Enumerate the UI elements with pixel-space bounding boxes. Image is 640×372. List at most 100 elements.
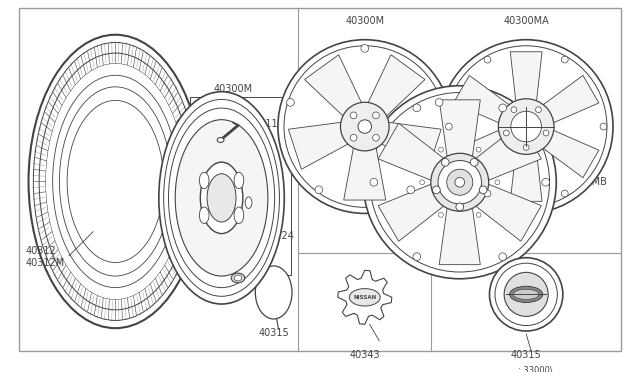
- Polygon shape: [454, 76, 509, 123]
- Ellipse shape: [561, 56, 568, 63]
- Polygon shape: [378, 184, 444, 241]
- Ellipse shape: [420, 180, 424, 185]
- Ellipse shape: [442, 158, 449, 166]
- Ellipse shape: [413, 104, 420, 112]
- Ellipse shape: [159, 92, 284, 304]
- Ellipse shape: [499, 253, 507, 260]
- Ellipse shape: [439, 40, 613, 214]
- Polygon shape: [381, 122, 441, 169]
- Polygon shape: [510, 152, 542, 201]
- Polygon shape: [476, 123, 541, 180]
- Ellipse shape: [361, 45, 369, 52]
- Ellipse shape: [479, 186, 487, 194]
- Ellipse shape: [561, 190, 568, 197]
- Text: 40300M: 40300M: [345, 16, 385, 26]
- Polygon shape: [476, 184, 541, 241]
- Ellipse shape: [445, 46, 607, 207]
- Ellipse shape: [372, 134, 380, 141]
- Ellipse shape: [435, 99, 443, 106]
- Polygon shape: [378, 123, 444, 180]
- Ellipse shape: [234, 172, 244, 189]
- Ellipse shape: [438, 161, 481, 204]
- Text: 40224: 40224: [264, 231, 295, 241]
- Ellipse shape: [504, 130, 509, 136]
- Polygon shape: [338, 270, 392, 324]
- Ellipse shape: [200, 162, 243, 234]
- Ellipse shape: [455, 177, 465, 187]
- Ellipse shape: [511, 107, 516, 113]
- Ellipse shape: [255, 266, 292, 319]
- Ellipse shape: [433, 186, 440, 194]
- Ellipse shape: [29, 35, 202, 328]
- Ellipse shape: [509, 286, 543, 302]
- Ellipse shape: [495, 263, 557, 326]
- Text: 40315: 40315: [511, 350, 541, 360]
- Polygon shape: [439, 208, 480, 264]
- Ellipse shape: [495, 180, 500, 185]
- Ellipse shape: [476, 147, 481, 152]
- Text: 40343: 40343: [349, 350, 380, 360]
- Ellipse shape: [287, 99, 294, 106]
- Text: 40312M: 40312M: [26, 257, 65, 267]
- Ellipse shape: [46, 64, 185, 299]
- Ellipse shape: [542, 179, 550, 186]
- Ellipse shape: [370, 179, 378, 186]
- Ellipse shape: [175, 120, 268, 276]
- Ellipse shape: [340, 102, 389, 151]
- Polygon shape: [305, 55, 362, 116]
- Ellipse shape: [511, 111, 541, 142]
- Ellipse shape: [490, 258, 563, 331]
- Ellipse shape: [372, 112, 380, 119]
- Polygon shape: [344, 148, 386, 200]
- Ellipse shape: [524, 144, 529, 150]
- Ellipse shape: [600, 123, 607, 130]
- Ellipse shape: [364, 86, 556, 279]
- Text: 40315: 40315: [259, 328, 289, 338]
- Ellipse shape: [168, 108, 275, 288]
- Ellipse shape: [438, 212, 444, 217]
- Ellipse shape: [33, 42, 197, 320]
- Ellipse shape: [513, 289, 539, 299]
- Ellipse shape: [350, 134, 357, 141]
- Polygon shape: [543, 76, 599, 123]
- Ellipse shape: [199, 207, 209, 224]
- Ellipse shape: [543, 130, 549, 136]
- Ellipse shape: [217, 138, 224, 142]
- Polygon shape: [368, 55, 425, 116]
- Ellipse shape: [350, 112, 357, 119]
- Ellipse shape: [484, 190, 491, 197]
- Ellipse shape: [231, 273, 244, 283]
- Polygon shape: [439, 100, 480, 156]
- Ellipse shape: [456, 203, 463, 211]
- Text: 40300MB: 40300MB: [561, 177, 607, 187]
- Ellipse shape: [504, 272, 548, 316]
- Ellipse shape: [46, 64, 185, 299]
- Polygon shape: [510, 52, 542, 101]
- Ellipse shape: [358, 120, 372, 133]
- Ellipse shape: [315, 186, 323, 194]
- Ellipse shape: [407, 186, 415, 194]
- Ellipse shape: [536, 107, 541, 113]
- Ellipse shape: [278, 40, 452, 214]
- Text: 40311: 40311: [248, 119, 278, 129]
- Ellipse shape: [207, 174, 236, 222]
- Ellipse shape: [413, 253, 420, 260]
- Ellipse shape: [499, 104, 507, 112]
- Ellipse shape: [164, 99, 280, 296]
- Ellipse shape: [447, 169, 473, 195]
- Bar: [189, 96, 291, 275]
- Ellipse shape: [499, 99, 554, 154]
- Text: 40312: 40312: [26, 246, 56, 256]
- Ellipse shape: [234, 275, 242, 281]
- Polygon shape: [289, 122, 348, 169]
- Text: : 33000\: : 33000\: [518, 365, 553, 372]
- Ellipse shape: [484, 56, 491, 63]
- Ellipse shape: [349, 289, 380, 306]
- Ellipse shape: [199, 172, 209, 189]
- Ellipse shape: [476, 212, 481, 217]
- Ellipse shape: [370, 93, 550, 272]
- Ellipse shape: [245, 197, 252, 208]
- Ellipse shape: [445, 123, 452, 130]
- Text: NISSAN: NISSAN: [353, 295, 376, 300]
- Ellipse shape: [284, 46, 445, 207]
